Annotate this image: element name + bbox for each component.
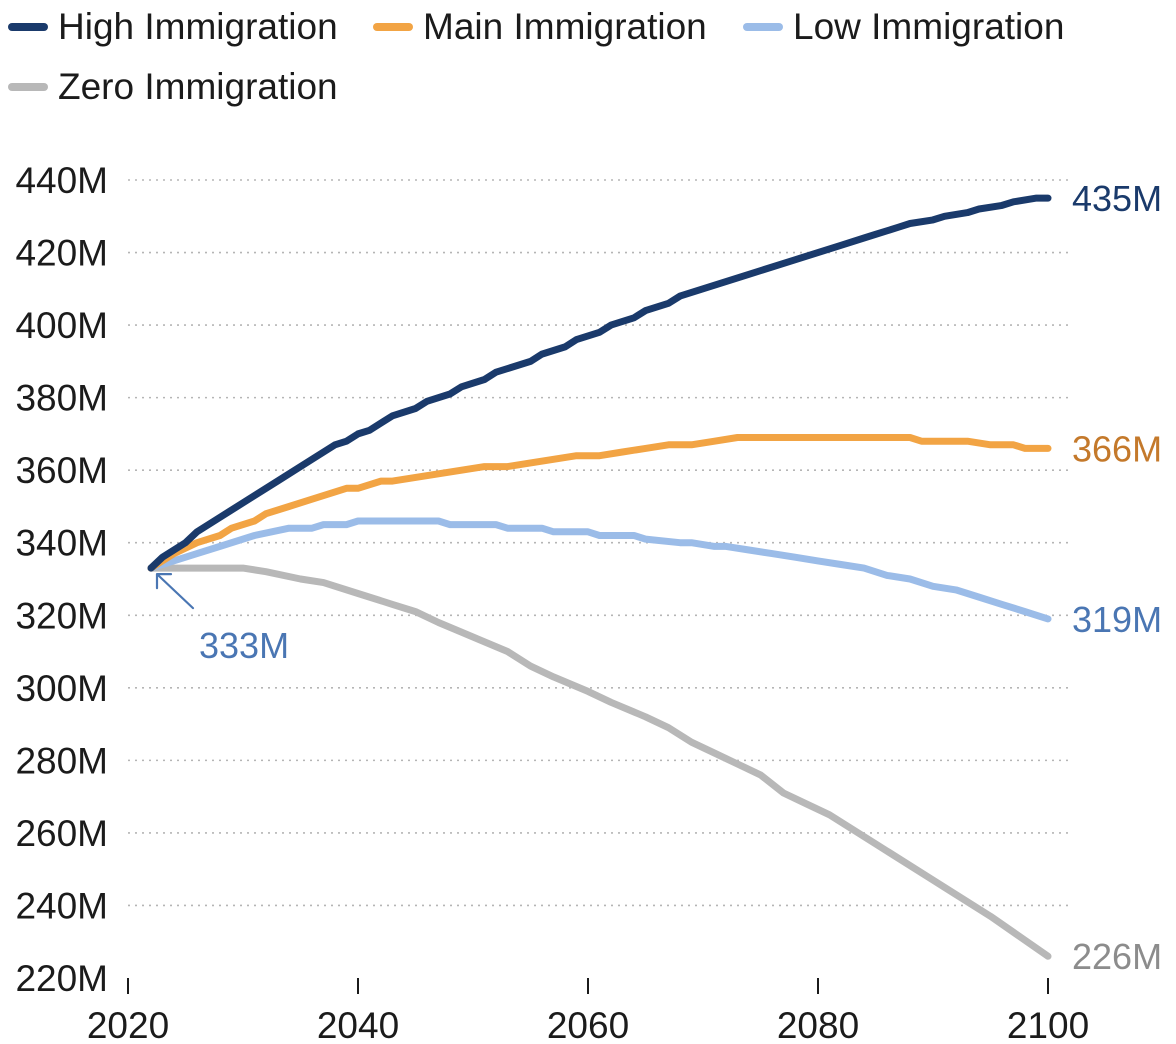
legend-label: Low Immigration <box>793 6 1065 47</box>
legend-item: Main Immigration <box>373 6 707 48</box>
y-tick-label: 240M <box>15 885 108 926</box>
end-value-label: 435M <box>1072 178 1162 219</box>
legend-swatch <box>8 23 48 31</box>
legend-swatch <box>373 23 413 31</box>
y-tick-label: 220M <box>15 958 108 999</box>
x-tick-label: 2100 <box>1007 1005 1089 1044</box>
end-value-label: 226M <box>1072 936 1162 977</box>
legend-item: High Immigration <box>8 6 338 48</box>
gridlines <box>128 179 1070 907</box>
y-tick-label: 280M <box>15 740 108 781</box>
legend-label: Main Immigration <box>423 6 707 47</box>
end-value-label: 366M <box>1072 428 1162 469</box>
y-tick-label: 400M <box>15 305 108 346</box>
legend-swatch <box>743 23 783 31</box>
y-tick-label: 380M <box>15 378 108 419</box>
y-tick-label: 440M <box>15 160 108 201</box>
y-tick-label: 420M <box>15 233 108 274</box>
y-tick-label: 360M <box>15 450 108 491</box>
x-tick-label: 2060 <box>547 1005 629 1044</box>
y-tick-label: 260M <box>15 813 108 854</box>
end-labels: 435M 366M 319M 226M <box>1072 178 1162 977</box>
legend-item: Low Immigration <box>743 6 1064 48</box>
y-axis: 220M 240M 260M 280M 300M 320M 340M 360M 380M 400M… <box>15 160 108 999</box>
x-tick-label: 2040 <box>317 1005 399 1044</box>
y-tick-label: 320M <box>15 595 108 636</box>
series-line <box>147 194 1052 572</box>
series-line <box>147 434 1052 572</box>
annotation-arrow <box>155 573 195 610</box>
series-line <box>147 517 1052 623</box>
annotations: 333M <box>155 573 289 666</box>
legend-label: Zero Immigration <box>58 66 338 107</box>
legend-label: High Immigration <box>58 6 338 47</box>
series-lines <box>147 194 1052 960</box>
legend-swatch <box>8 83 48 91</box>
end-value-label: 319M <box>1072 599 1162 640</box>
x-tick-label: 2020 <box>87 1005 169 1044</box>
x-tick-label: 2080 <box>777 1005 859 1044</box>
y-tick-label: 300M <box>15 668 108 709</box>
start-value-label: 333M <box>199 625 289 666</box>
legend-item: Zero Immigration <box>8 66 338 108</box>
series-line <box>147 564 1052 960</box>
y-tick-label: 340M <box>15 523 108 564</box>
x-axis: 2020 2040 2060 2080 2100 <box>87 978 1089 1044</box>
